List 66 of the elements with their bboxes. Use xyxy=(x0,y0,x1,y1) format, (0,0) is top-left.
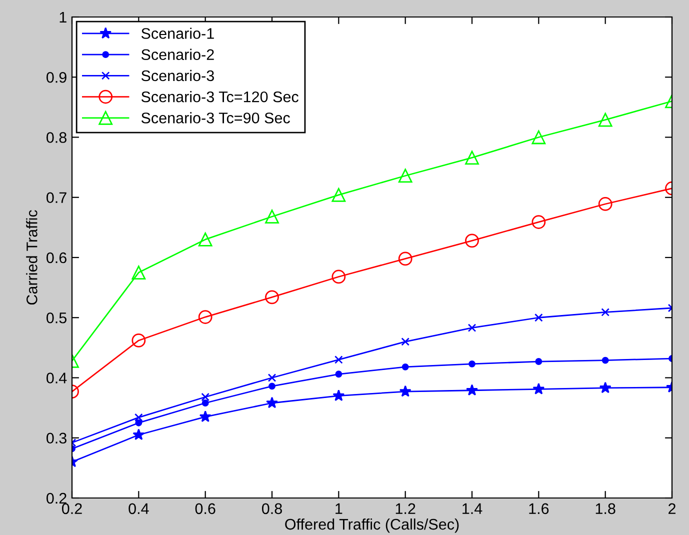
point xyxy=(466,384,478,396)
point xyxy=(199,410,212,422)
x-tick-label: 2 xyxy=(668,503,676,514)
point xyxy=(334,356,343,364)
x-axis-title: Offered Traffic (Calls/Sec) xyxy=(285,518,459,533)
point xyxy=(602,356,609,364)
point xyxy=(401,338,410,346)
point xyxy=(268,382,276,390)
point xyxy=(266,396,278,408)
legend-label: Scenario-2 xyxy=(141,48,214,60)
y-tick-label: 1 xyxy=(60,12,66,23)
point xyxy=(134,413,143,422)
y-tick-label: 0.4 xyxy=(46,372,67,384)
point xyxy=(468,324,476,332)
point xyxy=(265,290,279,304)
point xyxy=(599,382,612,394)
legend-label: Scenario-3 Tc=120 Sec xyxy=(141,91,298,102)
point xyxy=(402,363,409,370)
y-tick-label: 0.3 xyxy=(46,432,66,444)
point xyxy=(532,130,546,144)
point xyxy=(598,112,612,127)
x-tick-label: 1.4 xyxy=(462,503,482,514)
point xyxy=(335,370,342,378)
point xyxy=(132,266,146,280)
x-tick-label: 0.4 xyxy=(128,503,149,514)
y-tick-label: 0.8 xyxy=(46,132,66,143)
point xyxy=(135,419,142,426)
point xyxy=(265,210,279,224)
point xyxy=(398,252,412,266)
legend-label: Scenario-1 xyxy=(141,28,214,39)
legend-label: Scenario-3 xyxy=(141,70,214,82)
point xyxy=(598,197,612,211)
point xyxy=(198,310,212,324)
point xyxy=(332,188,346,202)
point xyxy=(532,215,546,229)
y-tick-label: 0.7 xyxy=(46,192,66,204)
x-tick-label: 0.6 xyxy=(195,503,216,514)
point xyxy=(468,360,476,368)
point xyxy=(399,385,412,397)
point xyxy=(198,232,212,246)
x-tick-label: 1 xyxy=(336,503,342,514)
y-axis-title: Carried Traffic xyxy=(26,210,38,305)
point xyxy=(332,390,345,401)
point xyxy=(201,392,210,402)
point xyxy=(132,334,146,348)
y-tick-label: 0.9 xyxy=(46,72,66,83)
x-tick-label: 1.8 xyxy=(596,503,616,514)
point xyxy=(132,428,145,440)
point xyxy=(532,382,545,394)
point xyxy=(465,150,479,165)
point xyxy=(398,168,412,183)
y-tick-label: 0.2 xyxy=(46,492,66,504)
point xyxy=(202,400,209,406)
y-tick-label: 0.5 xyxy=(46,312,66,324)
legend-label: Scenario-3 Tc=90 Sec xyxy=(141,112,290,124)
x-tick-label: 0.8 xyxy=(262,503,282,514)
x-tick-label: 1.2 xyxy=(396,503,416,514)
point xyxy=(534,313,543,322)
point xyxy=(268,374,276,382)
point xyxy=(332,270,346,284)
point xyxy=(601,308,610,316)
x-tick-label: 1.6 xyxy=(529,503,549,514)
point xyxy=(465,234,479,248)
point xyxy=(535,358,542,365)
x-tick-label: 0.2 xyxy=(62,503,82,514)
y-tick-label: 0.6 xyxy=(46,252,66,264)
